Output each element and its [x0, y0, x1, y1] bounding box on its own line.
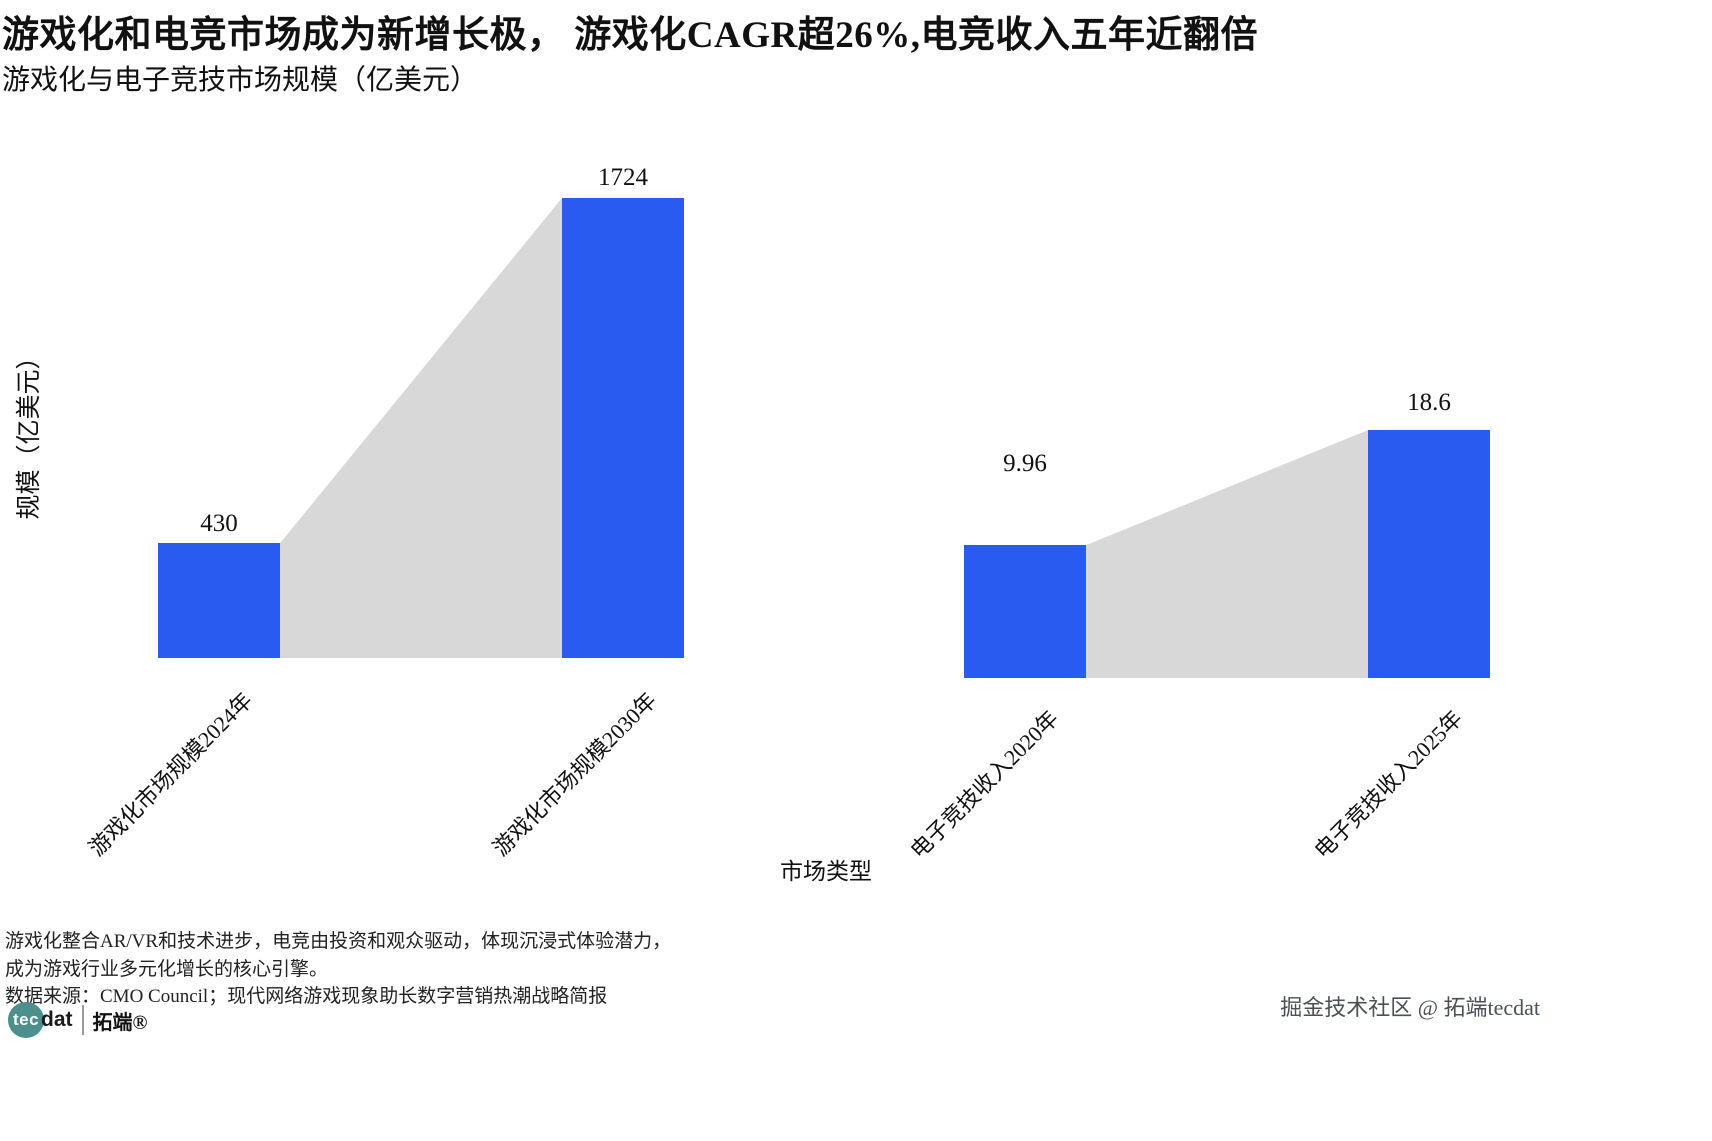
- logo-circle-text: tec: [12, 1010, 40, 1029]
- chart-subtitle: 游戏化与电子竞技市场规模（亿美元）: [2, 65, 479, 96]
- logo-divider: [81, 1005, 84, 1035]
- bar-gamification-2030: [562, 198, 684, 658]
- bar-gamification-2024: [158, 543, 280, 658]
- page-title: 游戏化和电竞市场成为新增长极， 游戏化CAGR超26%,电竞收入五年近翻倍: [2, 15, 1258, 56]
- bar-value-label-bar-esports-2025: 18.6: [1407, 389, 1451, 416]
- data-source-line: 数据来源：CMO Council；现代网络游戏现象助长数字营销热潮战略简报: [5, 986, 608, 1008]
- bar-value-label-bar-gamification-2024: 430: [200, 510, 238, 538]
- bar-value-label-bar-gamification-2030: 1724: [598, 164, 648, 191]
- logo-circle-icon: tec: [8, 1002, 44, 1038]
- logo-wordmark: tec dat: [8, 1002, 73, 1038]
- x-axis-label: 市场类型: [780, 859, 872, 884]
- tecdat-logo: tec dat 拓端®: [8, 1002, 147, 1038]
- watermark-text: 掘金技术社区 @ 拓端tecdat: [1280, 995, 1540, 1020]
- footnote-line-1: 游戏化整合AR/VR和技术进步，电竞由投资和观众驱动，体现沉浸式体验潜力，: [5, 931, 672, 952]
- logo-brand-cn: 拓端®: [92, 1011, 148, 1034]
- growth-wedge: [280, 198, 562, 658]
- logo-suffix-text: dat: [41, 1008, 73, 1031]
- bar-value-label-bar-esports-2020: 9.96: [1003, 450, 1047, 478]
- footnote-block: 游戏化整合AR/VR和技术进步，电竞由投资和观众驱动，体现沉浸式体验潜力， 成为…: [5, 928, 671, 1011]
- footnote-line-2: 成为游戏行业多元化增长的核心引擎。: [5, 958, 329, 980]
- bar-esports-2020: [964, 545, 1086, 678]
- bar-esports-2025: [1368, 430, 1490, 678]
- growth-wedge: [1086, 430, 1368, 678]
